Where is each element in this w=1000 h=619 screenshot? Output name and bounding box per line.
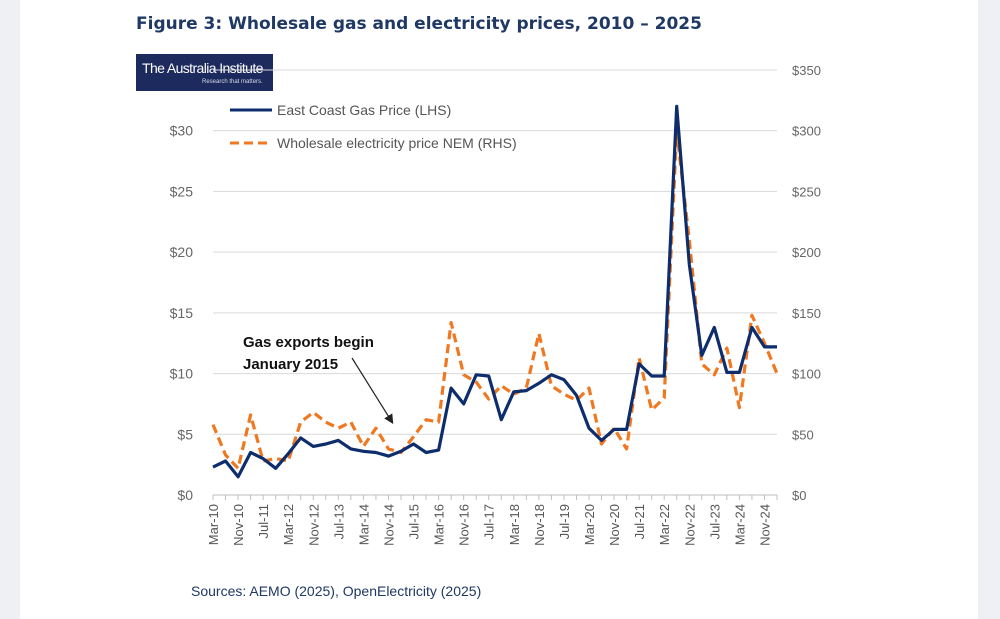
x-tick-label: Jul-17 bbox=[482, 504, 497, 539]
right-tick-label: $100 bbox=[792, 367, 821, 382]
right-tick-label: $250 bbox=[792, 184, 821, 199]
x-tick-label: Nov-12 bbox=[306, 504, 321, 546]
legend-gas-label: East Coast Gas Price (LHS) bbox=[277, 102, 451, 118]
x-tick-label: Mar-16 bbox=[432, 504, 447, 545]
left-tick-label: $25 bbox=[170, 183, 194, 199]
x-tick-label: Jul-13 bbox=[331, 504, 346, 539]
gridlines bbox=[213, 69, 777, 496]
right-tick-label: $200 bbox=[792, 245, 821, 260]
x-tick-label: Mar-24 bbox=[732, 504, 747, 545]
right-tick-label: $300 bbox=[792, 124, 821, 139]
legend-electricity-label: Wholesale electricity price NEM (RHS) bbox=[277, 135, 517, 151]
left-axis-ticks: $0 $5 $10 $15 $20 $25 $30 bbox=[170, 123, 194, 503]
x-tick-label: Nov-24 bbox=[757, 504, 772, 546]
left-tick-label: $5 bbox=[177, 426, 193, 442]
right-tick-label: $350 bbox=[792, 63, 821, 78]
electricity-price-line bbox=[211, 129, 779, 470]
right-tick-label: $150 bbox=[792, 306, 821, 321]
x-axis: Mar-10 Nov-10 Jul-11 Mar-12 Nov-12 Jul-13 Mar-… bbox=[206, 495, 778, 546]
x-tick-label: Nov-18 bbox=[532, 504, 547, 546]
x-tick-label: Jul-15 bbox=[407, 504, 422, 539]
annotation-arrow bbox=[351, 357, 394, 425]
legend: East Coast Gas Price (LHS) Wholesale elec… bbox=[230, 102, 517, 151]
x-tick-label: Nov-22 bbox=[682, 504, 697, 546]
x-tick-label: Mar-10 bbox=[206, 504, 221, 545]
x-tick-label: Nov-16 bbox=[457, 504, 472, 546]
x-tick-label: Mar-22 bbox=[657, 504, 672, 545]
left-tick-label: $10 bbox=[170, 366, 194, 382]
page bbox=[20, 0, 978, 619]
x-tick-label: Jul-19 bbox=[557, 504, 572, 539]
australia-institute-logo: The Australia Institute Research that ma… bbox=[136, 54, 273, 91]
source-note: Sources: AEMO (2025), OpenElectricity (2… bbox=[191, 583, 482, 599]
right-tick-label: $0 bbox=[792, 488, 806, 503]
logo-name: The Australia Institute bbox=[142, 60, 263, 76]
x-tick-label: Mar-20 bbox=[582, 504, 597, 545]
x-tick-label: Jul-23 bbox=[707, 504, 722, 539]
annotation-line-1: Gas exports begin bbox=[243, 334, 374, 351]
x-tick-label: Mar-18 bbox=[507, 504, 522, 545]
x-tick-label: Nov-10 bbox=[231, 504, 246, 546]
annotation-line-2: January 2015 bbox=[243, 356, 338, 373]
left-tick-label: $15 bbox=[170, 305, 194, 321]
x-tick-label: Nov-14 bbox=[381, 504, 396, 546]
x-tick-label: Jul-11 bbox=[256, 504, 271, 538]
x-tick-label: Nov-20 bbox=[607, 504, 622, 546]
left-tick-label: $20 bbox=[170, 244, 194, 260]
x-tick-label: Jul-21 bbox=[632, 504, 647, 539]
right-axis-ticks: $0 $50 $100 $150 $200 $250 $300 $350 bbox=[792, 63, 821, 503]
right-tick-label: $50 bbox=[792, 427, 814, 442]
gas-price-line bbox=[212, 104, 777, 479]
left-tick-label: $0 bbox=[177, 487, 193, 503]
annotation: Gas exports begin January 2015 bbox=[243, 334, 394, 425]
x-tick-label: Mar-14 bbox=[356, 504, 371, 545]
x-tick-label: Mar-12 bbox=[281, 504, 296, 545]
logo-tagline: Research that matters. bbox=[202, 79, 263, 85]
series-lines bbox=[211, 104, 779, 479]
left-tick-label: $30 bbox=[170, 123, 194, 139]
figure-title: Figure 3: Wholesale gas and electricity … bbox=[136, 14, 702, 34]
